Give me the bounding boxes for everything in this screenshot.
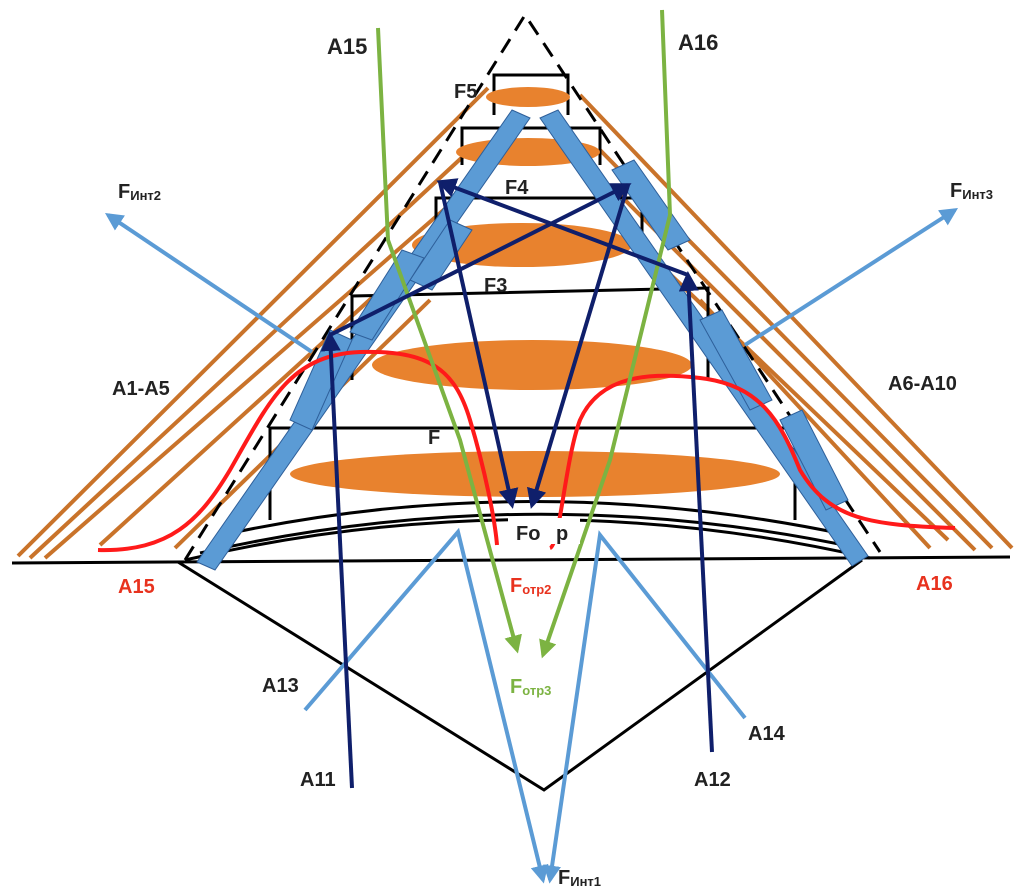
label-f-otr2: Fотр2 [510,575,551,597]
label-f-int3: FИнт3 [950,180,993,202]
label-a6-a10: A6-A10 [888,373,957,395]
label-a15-top: A15 [327,34,367,59]
label-a1-a5: A1-A5 [112,378,170,400]
blue-bars [196,109,869,571]
green-arrows [376,9,673,659]
light-blue-arrows [105,208,959,884]
label-f-int1: FИнт1 [558,867,601,889]
label-a11: A11 [300,769,336,791]
label-f-int2: FИнт2 [118,181,161,203]
ellipse-f5 [486,87,570,107]
label-f-otr-tail: р [556,523,568,545]
red-curves [97,349,956,553]
label-f-otr3: Fотр3 [510,676,551,698]
label-f1: F [428,427,440,449]
ellipse-f2 [372,340,692,390]
label-a16-top: A16 [678,30,718,55]
navy-arrows [320,178,714,789]
label-f4: F4 [505,177,529,199]
fotr-label-bg [508,518,580,544]
label-a16-bottom: A16 [916,573,953,595]
label-f-otr: Fо [516,523,540,545]
dashed-outline [183,12,882,561]
label-f3: F3 [484,275,507,297]
label-a13: A13 [262,675,299,697]
lower-triangle [177,558,863,792]
label-f5: F5 [454,81,477,103]
ellipse-f1 [290,451,780,497]
label-a12: A12 [694,769,731,791]
label-a15-bottom: A15 [118,576,155,598]
label-a14: A14 [748,723,786,745]
